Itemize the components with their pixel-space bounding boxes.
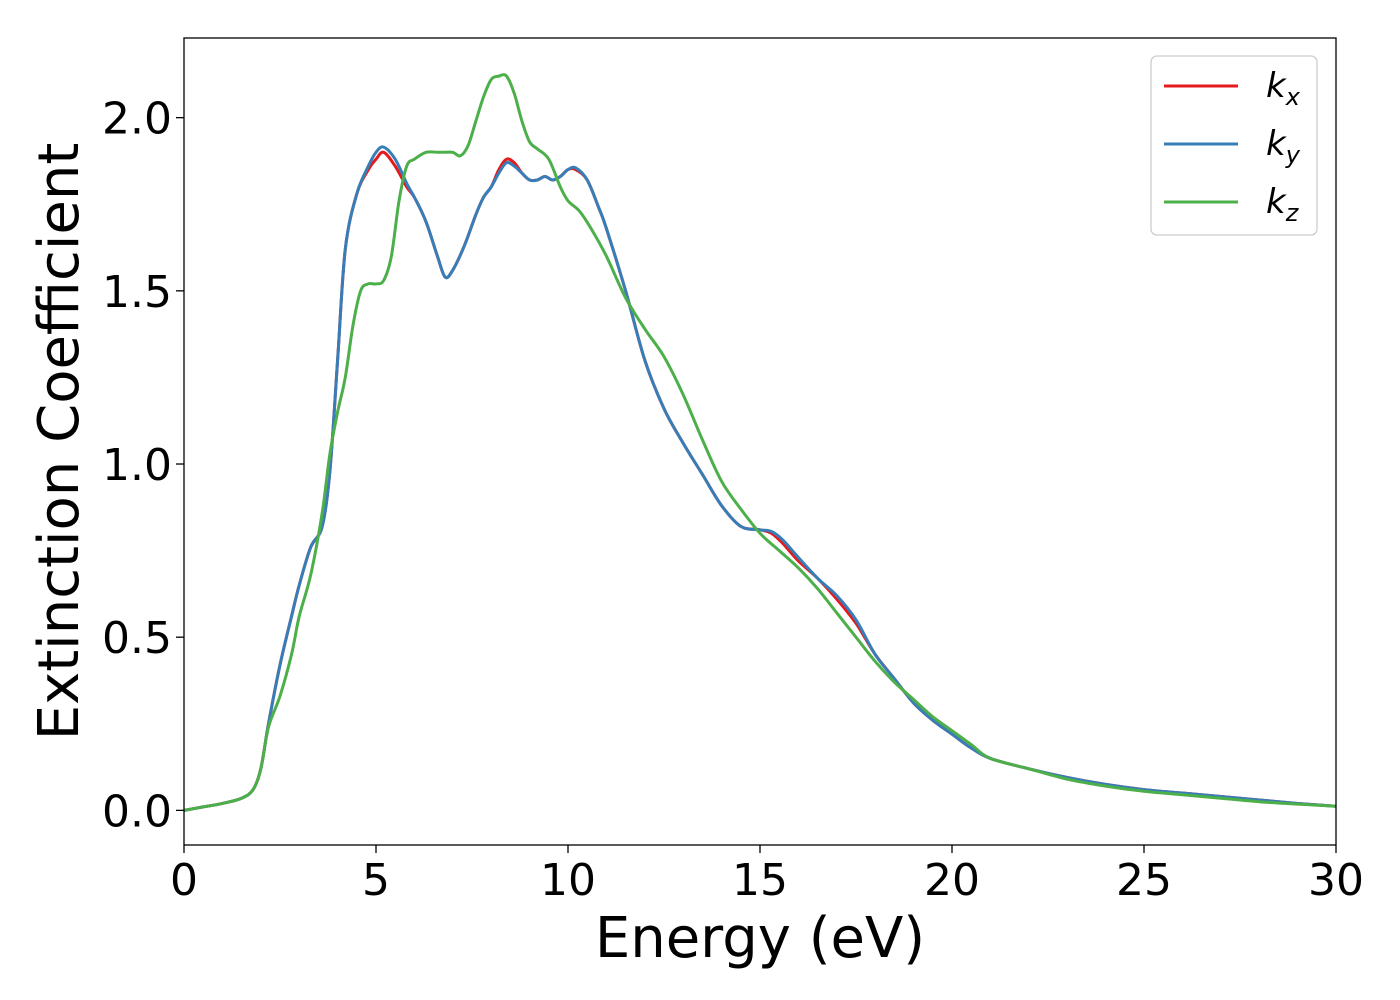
x-tick-label: 20 [924, 855, 980, 906]
y-tick-label: 1.5 [102, 267, 172, 318]
series-line-kz [183, 73, 1337, 812]
plot-area [183, 37, 1337, 846]
x-tick-label: 30 [1308, 855, 1364, 906]
y-tick-label: 2.0 [102, 94, 172, 145]
y-axis-label: Extinction Coefficient [27, 143, 92, 741]
y-axis: 0.0 0.5 1.0 1.5 2.0 [102, 94, 184, 837]
x-tick-label: 5 [362, 855, 390, 906]
legend: kx ky kz [1150, 55, 1318, 236]
legend-label-ky: ky [1266, 124, 1301, 169]
x-tick-label: 15 [732, 855, 788, 906]
x-axis: 0 5 10 15 20 25 30 [170, 845, 1364, 906]
legend-label-kx: kx [1266, 66, 1301, 111]
series-layer [183, 73, 1337, 812]
y-tick-label: 1.0 [102, 440, 172, 491]
x-tick-label: 25 [1116, 855, 1172, 906]
y-tick-label: 0.0 [102, 786, 172, 837]
x-tick-label: 0 [170, 855, 198, 906]
legend-label-kz: kz [1266, 182, 1300, 227]
x-tick-label: 10 [540, 855, 596, 906]
x-axis-label: Energy (eV) [595, 906, 925, 971]
y-tick-label: 0.5 [102, 613, 172, 664]
